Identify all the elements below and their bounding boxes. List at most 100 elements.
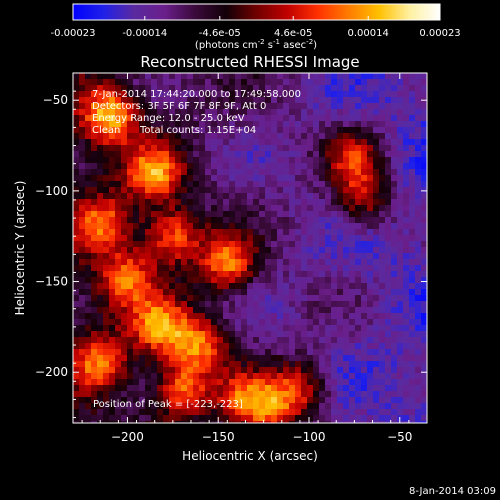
heatmap-cell xyxy=(145,349,152,356)
heatmap-cell xyxy=(157,229,164,236)
heatmap-cell xyxy=(181,397,188,404)
heatmap-cell xyxy=(259,97,266,104)
heatmap-cell xyxy=(361,217,368,224)
heatmap-cell xyxy=(181,283,188,290)
heatmap-cell xyxy=(241,379,248,386)
heatmap-cell xyxy=(349,133,356,140)
heatmap-cell xyxy=(415,301,422,308)
heatmap-cell xyxy=(145,217,152,224)
heatmap-cell xyxy=(265,421,272,423)
heatmap-cell xyxy=(199,373,206,380)
heatmap-cell xyxy=(139,379,146,386)
heatmap-cell xyxy=(391,211,398,218)
heatmap-cell xyxy=(259,205,266,212)
heatmap-cell xyxy=(157,421,164,423)
heatmap-cell xyxy=(325,361,332,368)
heatmap-cell xyxy=(121,409,128,416)
heatmap-cell xyxy=(181,409,188,416)
heatmap-cell xyxy=(379,175,386,182)
heatmap-cell xyxy=(109,325,116,332)
heatmap-cell xyxy=(133,415,140,422)
heatmap-cell xyxy=(337,331,344,338)
heatmap-cell xyxy=(325,85,332,92)
heatmap-cell xyxy=(79,85,86,92)
heatmap-cell xyxy=(175,145,182,152)
heatmap-cell xyxy=(271,265,278,272)
heatmap-cell xyxy=(91,295,98,302)
heatmap-cell xyxy=(247,277,254,284)
heatmap-cell xyxy=(415,205,422,212)
heatmap-cell xyxy=(331,367,338,374)
heatmap-cell xyxy=(415,79,422,86)
heatmap-cell xyxy=(133,283,140,290)
heatmap-cell xyxy=(337,211,344,218)
heatmap-cell xyxy=(139,247,146,254)
heatmap-cell xyxy=(349,379,356,386)
heatmap-cell xyxy=(355,331,362,338)
heatmap-cell xyxy=(157,253,164,260)
heatmap-cell xyxy=(109,361,116,368)
heatmap-cell xyxy=(145,265,152,272)
heatmap-cell xyxy=(307,421,314,423)
heatmap-cell xyxy=(229,103,236,110)
heatmap-cell xyxy=(397,247,404,254)
heatmap-cell xyxy=(91,151,98,158)
heatmap-cell xyxy=(307,139,314,146)
heatmap-cell xyxy=(367,235,374,242)
heatmap-cell xyxy=(181,91,188,98)
heatmap-cell xyxy=(115,157,122,164)
heatmap-cell xyxy=(229,121,236,128)
heatmap-cell xyxy=(331,79,338,86)
heatmap-cell xyxy=(289,379,296,386)
heatmap-cell xyxy=(211,349,218,356)
heatmap-cell xyxy=(307,121,314,128)
heatmap-cell xyxy=(175,301,182,308)
heatmap-cell xyxy=(331,121,338,128)
heatmap-cell xyxy=(325,211,332,218)
heatmap-cell xyxy=(223,217,230,224)
heatmap-cell xyxy=(247,391,254,398)
heatmap-cell xyxy=(271,181,278,188)
heatmap-cell xyxy=(325,271,332,278)
heatmap-cell xyxy=(349,307,356,314)
heatmap-cell xyxy=(187,121,194,128)
heatmap-cell xyxy=(397,187,404,194)
heatmap-cell xyxy=(361,367,368,374)
heatmap-cell xyxy=(139,355,146,362)
heatmap-cell xyxy=(85,145,92,152)
heatmap-cell xyxy=(115,361,122,368)
heatmap-cell xyxy=(109,229,116,236)
heatmap-cell xyxy=(157,325,164,332)
heatmap-cell xyxy=(331,373,338,380)
heatmap-cell xyxy=(151,145,158,152)
heatmap-cell xyxy=(97,241,104,248)
heatmap-cell xyxy=(409,127,416,134)
heatmap-cell xyxy=(367,169,374,176)
heatmap-cell xyxy=(91,361,98,368)
heatmap-cell xyxy=(283,139,290,146)
heatmap-cell xyxy=(97,79,104,86)
heatmap-cell xyxy=(325,277,332,284)
heatmap-cell xyxy=(367,271,374,278)
heatmap-cell xyxy=(181,85,188,92)
heatmap-cell xyxy=(109,217,116,224)
heatmap-cell xyxy=(181,277,188,284)
heatmap-cell xyxy=(169,301,176,308)
heatmap-cell xyxy=(361,97,368,104)
heatmap-cell xyxy=(259,283,266,290)
heatmap-cell xyxy=(241,145,248,152)
heatmap-cell xyxy=(247,169,254,176)
heatmap-cell xyxy=(103,163,110,170)
heatmap-cell xyxy=(247,163,254,170)
heatmap-cell xyxy=(199,343,206,350)
heatmap-cell xyxy=(97,385,104,392)
heatmap-cell xyxy=(313,175,320,182)
heatmap-cell xyxy=(283,319,290,326)
heatmap-cell xyxy=(259,181,266,188)
heatmap-cell xyxy=(169,277,176,284)
heatmap-cell xyxy=(145,271,152,278)
heatmap-cell xyxy=(421,235,427,242)
heatmap-cell xyxy=(343,265,350,272)
heatmap-cell xyxy=(241,217,248,224)
heatmap-cell xyxy=(127,79,134,86)
